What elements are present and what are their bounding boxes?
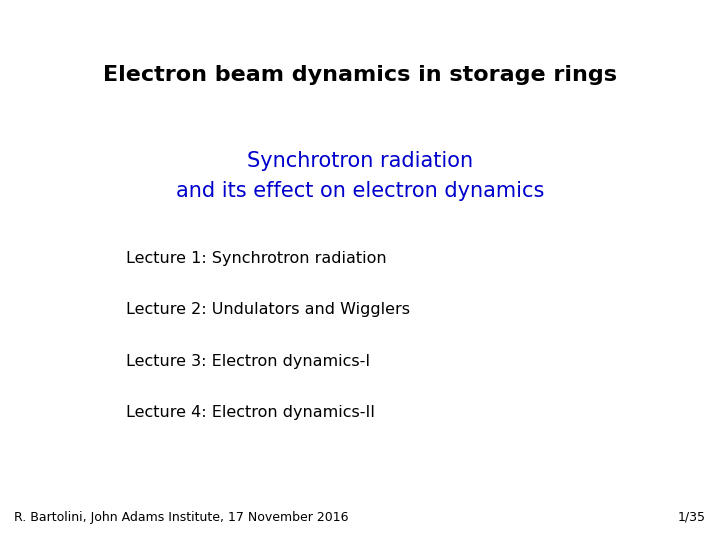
Text: Lecture 4: Electron dynamics-II: Lecture 4: Electron dynamics-II [126,405,375,420]
Text: Lecture 2: Undulators and Wigglers: Lecture 2: Undulators and Wigglers [126,302,410,318]
Text: 1/35: 1/35 [678,511,706,524]
Text: R. Bartolini, John Adams Institute, 17 November 2016: R. Bartolini, John Adams Institute, 17 N… [14,511,349,524]
Text: Electron beam dynamics in storage rings: Electron beam dynamics in storage rings [103,65,617,85]
Text: Lecture 3: Electron dynamics-I: Lecture 3: Electron dynamics-I [126,354,370,369]
Text: Lecture 1: Synchrotron radiation: Lecture 1: Synchrotron radiation [126,251,387,266]
Text: Synchrotron radiation
and its effect on electron dynamics: Synchrotron radiation and its effect on … [176,151,544,201]
